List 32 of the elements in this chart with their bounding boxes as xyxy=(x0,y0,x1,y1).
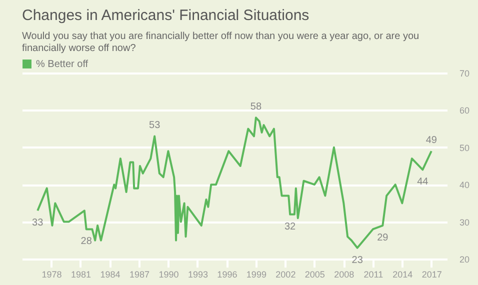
annotation: 28 xyxy=(80,236,92,248)
chart-subtitle: Would you say that you are financially better off now than you were a year ago, or are you financially worse off now? xyxy=(22,31,420,54)
annotation: 58 xyxy=(250,102,262,113)
y-tick-label: 20 xyxy=(460,254,470,264)
x-tick-label: 1996 xyxy=(217,270,238,280)
annotation: 23 xyxy=(352,254,364,266)
x-tick-label: 2008 xyxy=(334,270,354,280)
x-tick-label: 1984 xyxy=(100,270,120,280)
x-tick-label: 1993 xyxy=(188,270,208,280)
annotation: 33 xyxy=(32,218,44,229)
x-tick-label: 1978 xyxy=(42,270,62,280)
y-tick-label: 50 xyxy=(460,142,470,153)
x-tick-label: 1981 xyxy=(70,270,91,280)
x-tick-label: 2002 xyxy=(276,270,296,280)
x-tick-label: 2011 xyxy=(364,270,384,280)
x-tick-label: 2005 xyxy=(304,270,325,280)
y-tick-label: 30 xyxy=(460,217,470,228)
y-tick-label: 70 xyxy=(460,68,470,78)
annotation: 32 xyxy=(284,221,296,232)
y-tick-label: 40 xyxy=(460,180,470,190)
x-tick-label: 1987 xyxy=(129,270,150,280)
x-tick-label: 2017 xyxy=(422,270,442,280)
chart-title: Changes in Americans' Financial Situations xyxy=(22,7,310,24)
x-tick-label: 1990 xyxy=(158,270,179,280)
annotation: 53 xyxy=(149,120,161,132)
legend-label: % Better off xyxy=(36,59,88,70)
x-tick-label: 2014 xyxy=(392,270,413,280)
annotation: 49 xyxy=(426,135,438,146)
annotation: 44 xyxy=(417,176,429,188)
annotation: 29 xyxy=(377,232,389,244)
y-tick-label: 60 xyxy=(460,106,470,116)
x-tick-label: 1999 xyxy=(246,270,266,280)
